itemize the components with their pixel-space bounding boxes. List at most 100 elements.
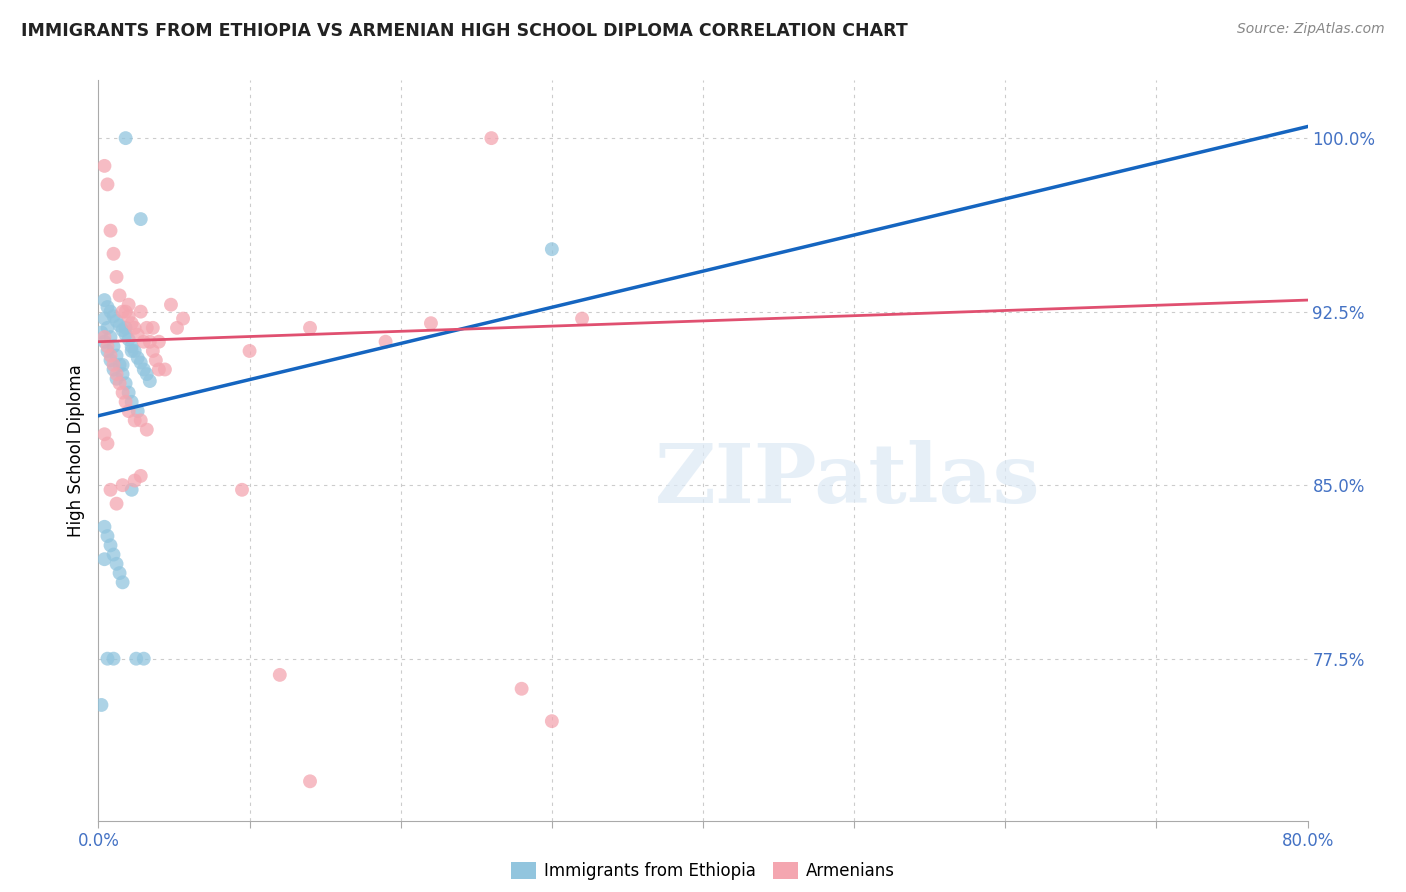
Point bbox=[103, 247, 125, 261]
Point bbox=[299, 774, 322, 789]
Point bbox=[96, 436, 118, 450]
Point bbox=[105, 557, 128, 571]
Point bbox=[118, 404, 141, 418]
Point bbox=[105, 314, 128, 328]
Point bbox=[103, 362, 125, 376]
Point bbox=[108, 358, 131, 372]
Point bbox=[96, 178, 118, 192]
Point bbox=[124, 321, 146, 335]
Point bbox=[132, 651, 155, 665]
Point bbox=[108, 288, 131, 302]
Point bbox=[111, 304, 134, 318]
Point bbox=[121, 395, 143, 409]
Point bbox=[103, 339, 125, 353]
Point bbox=[166, 321, 188, 335]
Point bbox=[93, 293, 115, 307]
Point bbox=[148, 362, 170, 376]
Point bbox=[93, 159, 115, 173]
Point bbox=[93, 330, 115, 344]
Point bbox=[114, 304, 136, 318]
Point bbox=[132, 334, 155, 349]
Point bbox=[127, 404, 149, 418]
Point bbox=[129, 413, 152, 427]
Point bbox=[111, 575, 134, 590]
Point bbox=[139, 374, 162, 388]
Point bbox=[90, 326, 112, 340]
Point bbox=[124, 343, 146, 358]
Point bbox=[135, 321, 157, 335]
Point bbox=[100, 304, 122, 318]
Point bbox=[125, 651, 148, 665]
Point bbox=[108, 566, 131, 580]
Point bbox=[129, 469, 152, 483]
Point bbox=[114, 327, 136, 342]
Point bbox=[93, 552, 115, 566]
Point bbox=[111, 358, 134, 372]
Point bbox=[114, 376, 136, 391]
Y-axis label: High School Diploma: High School Diploma bbox=[66, 364, 84, 537]
Text: ZIPatlas: ZIPatlas bbox=[655, 440, 1040, 520]
Point bbox=[231, 483, 253, 497]
Point bbox=[96, 339, 118, 353]
Point bbox=[103, 548, 125, 562]
Point bbox=[139, 334, 162, 349]
Point bbox=[172, 311, 194, 326]
Point bbox=[124, 413, 146, 427]
Point bbox=[129, 212, 152, 227]
Point bbox=[118, 310, 141, 324]
Point bbox=[100, 330, 122, 344]
Point bbox=[93, 311, 115, 326]
Point bbox=[90, 698, 112, 712]
Point bbox=[100, 483, 122, 497]
Point bbox=[103, 358, 125, 372]
Point bbox=[105, 372, 128, 386]
Point bbox=[135, 367, 157, 381]
Point bbox=[148, 334, 170, 349]
Point bbox=[100, 349, 122, 363]
Point bbox=[114, 131, 136, 145]
Point bbox=[129, 355, 152, 369]
Point bbox=[96, 529, 118, 543]
Point bbox=[269, 668, 291, 682]
Point bbox=[142, 321, 165, 335]
Point bbox=[103, 310, 125, 324]
Point bbox=[118, 298, 141, 312]
Point bbox=[100, 353, 122, 368]
Point bbox=[93, 334, 115, 349]
Point bbox=[153, 362, 176, 376]
Point bbox=[96, 321, 118, 335]
Point bbox=[540, 242, 562, 256]
Point bbox=[160, 298, 183, 312]
Point bbox=[145, 353, 167, 368]
Point bbox=[127, 351, 149, 365]
Point bbox=[114, 321, 136, 335]
Point bbox=[239, 343, 262, 358]
Point bbox=[111, 367, 134, 381]
Point bbox=[142, 343, 165, 358]
Point bbox=[96, 343, 118, 358]
Point bbox=[93, 427, 115, 442]
Point bbox=[111, 385, 134, 400]
Point bbox=[510, 681, 533, 696]
Point bbox=[121, 343, 143, 358]
Point bbox=[121, 339, 143, 353]
Point bbox=[105, 269, 128, 284]
Point bbox=[129, 304, 152, 318]
Text: IMMIGRANTS FROM ETHIOPIA VS ARMENIAN HIGH SCHOOL DIPLOMA CORRELATION CHART: IMMIGRANTS FROM ETHIOPIA VS ARMENIAN HIG… bbox=[21, 22, 908, 40]
Point bbox=[105, 497, 128, 511]
Point bbox=[103, 651, 125, 665]
Point bbox=[481, 131, 503, 145]
Point bbox=[108, 318, 131, 333]
Point bbox=[108, 376, 131, 391]
Legend: Immigrants from Ethiopia, Armenians: Immigrants from Ethiopia, Armenians bbox=[505, 855, 901, 887]
Point bbox=[114, 395, 136, 409]
Point bbox=[100, 538, 122, 552]
Point bbox=[100, 224, 122, 238]
Point bbox=[124, 474, 146, 488]
Point bbox=[105, 367, 128, 381]
Text: Source: ZipAtlas.com: Source: ZipAtlas.com bbox=[1237, 22, 1385, 37]
Point bbox=[540, 714, 562, 728]
Point bbox=[121, 316, 143, 330]
Point bbox=[111, 323, 134, 337]
Point bbox=[127, 327, 149, 342]
